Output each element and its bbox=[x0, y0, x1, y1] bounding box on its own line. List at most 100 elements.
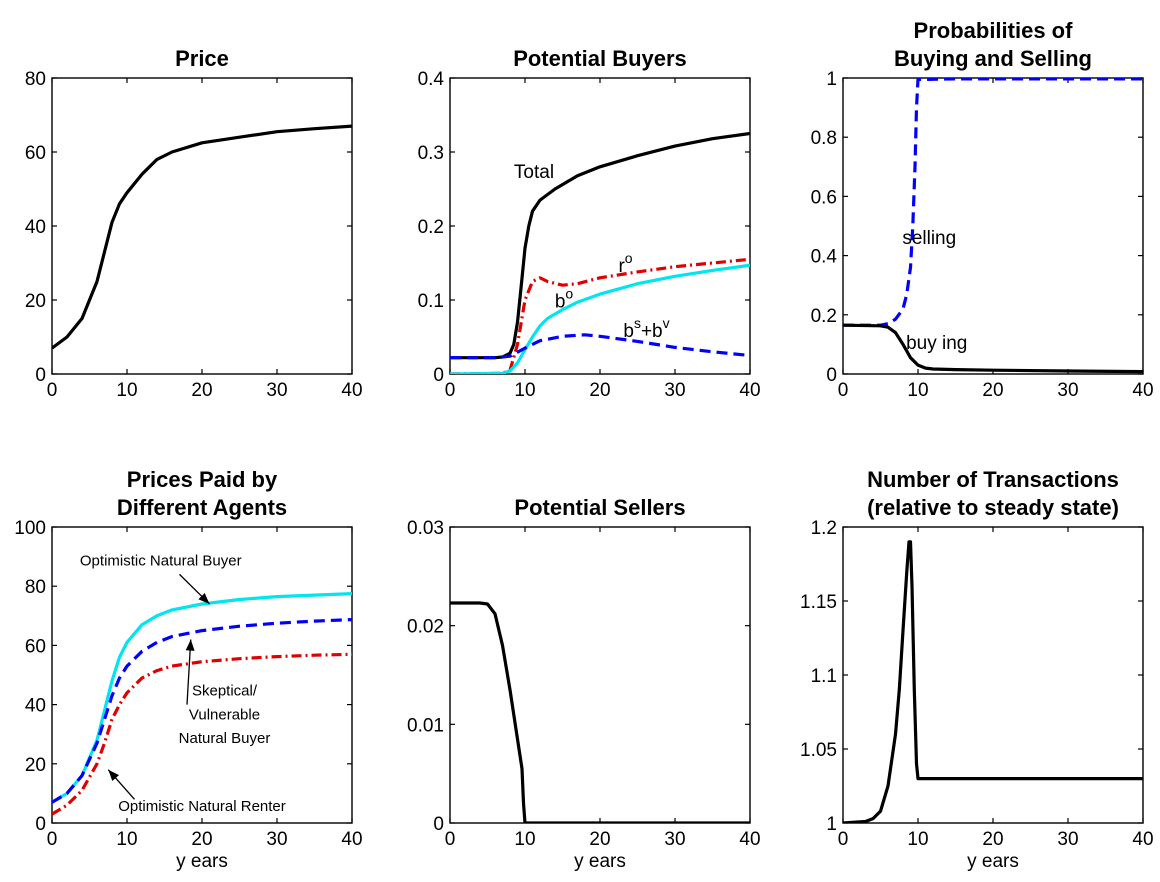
y-tick-label: 1.1 bbox=[811, 666, 837, 687]
y-tick-label: 0.1 bbox=[418, 291, 444, 312]
x-tick-label: 40 bbox=[739, 380, 760, 401]
x-tick-label: 20 bbox=[589, 829, 610, 850]
x-tick-label: 30 bbox=[266, 380, 287, 401]
x-tick-label: 10 bbox=[116, 829, 137, 850]
y-tick-label: 0 bbox=[433, 814, 444, 835]
y-tick-label: 0.4 bbox=[418, 69, 445, 90]
series-line-0 bbox=[450, 601, 750, 823]
annotation-arrowhead bbox=[198, 593, 210, 604]
chart-p3: Probabilities of Buying and Selling 0 10 20 3… bbox=[811, 18, 1154, 401]
y-tick-label: 0.6 bbox=[811, 187, 837, 208]
x-tick-label: 0 bbox=[445, 380, 456, 401]
axes-frame bbox=[51, 526, 353, 824]
chart-p5: Potential Sellers 0 10 20 30 40 0 0.01 0.02 0.03 y… bbox=[407, 495, 761, 872]
annotation-label: Total bbox=[514, 162, 554, 183]
y-tick-label: 0.2 bbox=[811, 306, 837, 327]
axes-frame bbox=[51, 77, 353, 375]
x-tick-label: 0 bbox=[838, 829, 849, 850]
x-tick-label: 20 bbox=[191, 380, 212, 401]
annotation-label: Skeptical/ bbox=[192, 683, 258, 700]
chart-p4: Prices Paid by Different Agents 0 10 20 30 40 0… bbox=[14, 467, 362, 872]
series-line-1 bbox=[450, 257, 750, 374]
y-tick-label: 0 bbox=[35, 814, 46, 835]
annotation-label: Vulnerable bbox=[189, 706, 260, 723]
y-tick-label: 0.03 bbox=[407, 518, 444, 539]
y-tick-label: 0 bbox=[35, 365, 46, 386]
y-tick-label: 0.02 bbox=[407, 617, 444, 638]
x-axis-label: y ears bbox=[574, 851, 626, 872]
y-tick-label: 1 bbox=[826, 814, 837, 835]
annotation-label: Natural Buyer bbox=[179, 730, 271, 747]
annotation-label: Optimistic Natural Renter bbox=[118, 798, 286, 815]
y-tick-label: 0 bbox=[433, 365, 444, 386]
series-line-0 bbox=[843, 78, 1143, 327]
annotation-label: bs+bv bbox=[623, 315, 669, 342]
x-tick-label: 40 bbox=[341, 380, 362, 401]
y-tick-label: 0.4 bbox=[811, 247, 838, 268]
series-line-0 bbox=[450, 131, 750, 360]
annotation-label: bo bbox=[555, 285, 574, 312]
series-line-0 bbox=[52, 124, 352, 350]
x-tick-label: 40 bbox=[341, 829, 362, 850]
x-tick-label: 20 bbox=[589, 380, 610, 401]
y-tick-label: 0.8 bbox=[811, 128, 837, 149]
x-tick-label: 20 bbox=[982, 380, 1003, 401]
y-tick-label: 1.2 bbox=[811, 518, 837, 539]
x-tick-label: 30 bbox=[1057, 380, 1078, 401]
series-line-1 bbox=[52, 618, 352, 804]
y-tick-label: 60 bbox=[25, 143, 46, 164]
chart-p6: Number of Transactions (relative to stead… bbox=[800, 467, 1154, 872]
x-tick-label: 10 bbox=[514, 380, 535, 401]
y-tick-label: 80 bbox=[25, 577, 46, 598]
y-tick-label: 1.05 bbox=[800, 740, 837, 761]
y-tick-label: 20 bbox=[25, 291, 46, 312]
x-tick-label: 10 bbox=[514, 829, 535, 850]
y-tick-label: 100 bbox=[14, 518, 46, 539]
x-tick-label: 0 bbox=[838, 380, 849, 401]
x-tick-label: 10 bbox=[116, 380, 137, 401]
x-tick-label: 40 bbox=[1132, 829, 1153, 850]
chart-title: Price bbox=[175, 46, 229, 71]
annotation-arrowhead bbox=[185, 639, 195, 651]
series-line-0 bbox=[843, 540, 1143, 823]
x-tick-label: 30 bbox=[664, 829, 685, 850]
x-tick-label: 0 bbox=[47, 380, 58, 401]
chart-title: (relative to steady state) bbox=[867, 495, 1119, 520]
y-tick-label: 0.2 bbox=[418, 217, 444, 238]
y-tick-label: 60 bbox=[25, 636, 46, 657]
x-tick-label: 20 bbox=[982, 829, 1003, 850]
chart-title: Buying and Selling bbox=[894, 46, 1092, 71]
y-tick-label: 20 bbox=[25, 755, 46, 776]
annotation-label: selling bbox=[902, 228, 956, 249]
series-line-2 bbox=[52, 652, 352, 816]
x-axis-label: y ears bbox=[967, 851, 1019, 872]
x-axis-label: y ears bbox=[176, 851, 228, 872]
y-tick-label: 1 bbox=[826, 69, 837, 90]
chart-title: Number of Transactions bbox=[867, 467, 1119, 492]
series-line-2 bbox=[450, 263, 750, 374]
x-tick-label: 30 bbox=[664, 380, 685, 401]
x-tick-label: 30 bbox=[1057, 829, 1078, 850]
y-tick-label: 0.01 bbox=[407, 715, 444, 736]
x-tick-label: 40 bbox=[1132, 380, 1153, 401]
annotation-arrowhead bbox=[108, 769, 119, 781]
chart-p1: Price 0 10 20 30 40 0 20 40 60 80 bbox=[25, 46, 363, 401]
chart-title: Potential Buyers bbox=[513, 46, 687, 71]
chart-title: Prices Paid by bbox=[127, 467, 278, 492]
axes-frame bbox=[449, 526, 751, 824]
annotation-label: Optimistic Natural Buyer bbox=[80, 552, 242, 569]
x-tick-label: 20 bbox=[191, 829, 212, 850]
y-tick-label: 80 bbox=[25, 69, 46, 90]
x-tick-label: 40 bbox=[739, 829, 760, 850]
chart-p2: Potential Buyers 0 10 20 30 40 0 0.1 0.2 0.3 0.4 To… bbox=[418, 46, 761, 401]
series-line-1 bbox=[843, 323, 1143, 374]
chart-title: Probabilities of bbox=[914, 18, 1074, 43]
annotation-label: ro bbox=[618, 250, 632, 277]
x-tick-label: 10 bbox=[907, 829, 928, 850]
y-tick-label: 0.3 bbox=[418, 143, 444, 164]
annotation-label: buy ing bbox=[906, 333, 967, 354]
axes-frame bbox=[449, 77, 751, 375]
x-tick-label: 0 bbox=[445, 829, 456, 850]
x-tick-label: 10 bbox=[907, 380, 928, 401]
